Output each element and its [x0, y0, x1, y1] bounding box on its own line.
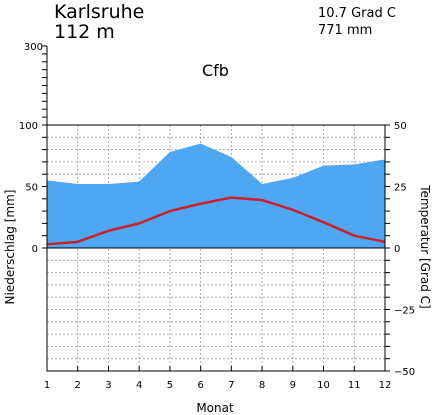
mean-temperature: 10.7 Grad C [318, 6, 396, 21]
right-tick-label: 0 [394, 244, 400, 255]
right-tick-label: 25 [394, 183, 407, 194]
x-tick-label: 9 [290, 380, 296, 391]
x-axis-label: Monat [196, 401, 234, 415]
upper-axis-tick-label: 300 [24, 42, 43, 53]
annual-precipitation: 771 mm [318, 23, 372, 38]
x-tick-label: 5 [167, 380, 173, 391]
x-axis-ticks: 1 2 3 4 5 6 7 8 9 10 11 12 [44, 366, 392, 391]
right-tick-label: −25 [394, 306, 415, 317]
x-tick-label: 1 [44, 380, 50, 391]
station-name: Karlsruhe [54, 1, 144, 23]
x-tick-label: 6 [197, 380, 203, 391]
right-tick-label: −50 [394, 367, 415, 378]
climate-classification: Cfb [202, 61, 229, 80]
x-tick-label: 7 [228, 380, 234, 391]
left-tick-label: 0 [32, 244, 38, 255]
x-tick-label: 8 [259, 380, 265, 391]
x-tick-label: 3 [105, 380, 111, 391]
right-axis-ticks: −50 −25 0 25 50 [385, 121, 415, 378]
x-tick-label: 12 [379, 380, 392, 391]
upper-precipitation-axis: 300 [24, 42, 48, 126]
x-tick-label: 4 [136, 380, 142, 391]
station-elevation: 112 m [54, 21, 115, 43]
precipitation-area [47, 143, 385, 248]
right-axis-label: Temperatur [Grad C] [418, 184, 432, 308]
x-tick-label: 11 [348, 380, 361, 391]
left-axis-label: Niederschlag [mm] [3, 190, 17, 305]
x-tick-label: 2 [75, 380, 81, 391]
temperature-line [46, 196, 386, 246]
right-tick-label: 50 [394, 121, 407, 132]
left-tick-label: 100 [19, 121, 38, 132]
left-axis-ticks: 0 50 100 [19, 121, 47, 255]
left-tick-label: 50 [25, 183, 38, 194]
x-tick-label: 10 [317, 380, 330, 391]
